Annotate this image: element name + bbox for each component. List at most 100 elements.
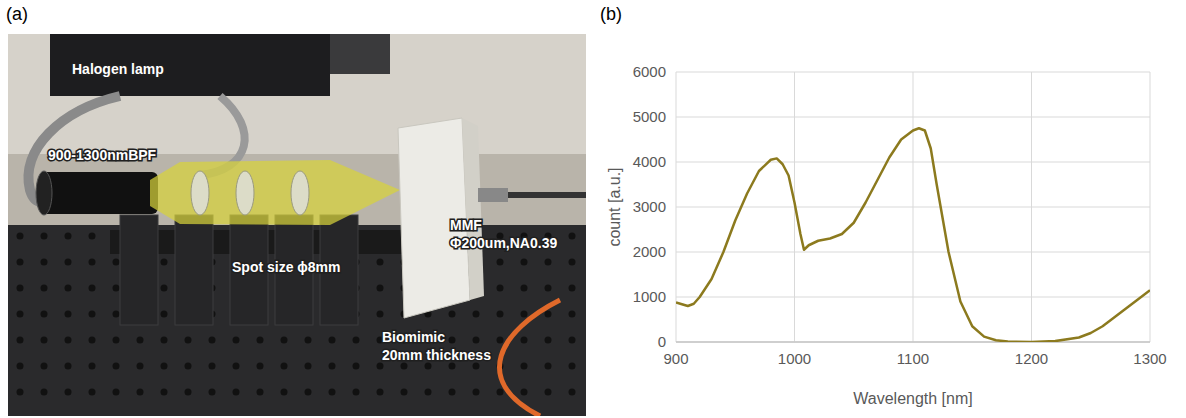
photo-label: 20mm thickness <box>382 347 491 363</box>
breadboard-hole <box>257 337 264 344</box>
breadboard-hole <box>425 389 432 396</box>
breadboard-hole <box>401 363 408 370</box>
breadboard-hole <box>161 389 168 396</box>
breadboard-hole <box>473 363 480 370</box>
breadboard-hole <box>473 389 480 396</box>
x-tick-label: 1200 <box>1015 350 1048 367</box>
plot-area <box>676 128 1150 342</box>
breadboard-hole <box>521 389 528 396</box>
x-axis-line <box>676 342 1150 343</box>
breadboard-hole <box>161 337 168 344</box>
breadboard-hole <box>545 389 552 396</box>
x-tick-label: 900 <box>663 350 688 367</box>
breadboard-hole <box>545 337 552 344</box>
panel-letter: (a) <box>6 4 28 24</box>
photo-label: MMF <box>450 217 482 233</box>
breadboard-hole <box>281 389 288 396</box>
photo-label: Spot size ϕ8mm <box>232 259 341 275</box>
breadboard-hole <box>113 285 120 292</box>
breadboard-hole <box>401 389 408 396</box>
breadboard-hole <box>89 233 96 240</box>
biomimic-side <box>462 118 484 300</box>
breadboard-hole <box>89 363 96 370</box>
breadboard-hole <box>113 259 120 266</box>
fiber <box>508 192 586 198</box>
breadboard-hole <box>65 337 72 344</box>
breadboard-hole <box>161 363 168 370</box>
breadboard-hole <box>353 363 360 370</box>
breadboard-hole <box>449 337 456 344</box>
y-tick-label: 4000 <box>633 153 666 170</box>
breadboard-hole <box>17 233 24 240</box>
breadboard-hole <box>569 363 576 370</box>
breadboard-hole <box>41 285 48 292</box>
breadboard-hole <box>497 337 504 344</box>
breadboard-hole <box>497 285 504 292</box>
breadboard-hole <box>329 389 336 396</box>
breadboard-hole <box>545 363 552 370</box>
breadboard-hole <box>161 259 168 266</box>
breadboard-hole <box>89 337 96 344</box>
y-tick-label: 0 <box>658 333 666 350</box>
breadboard-hole <box>329 363 336 370</box>
breadboard-hole <box>113 389 120 396</box>
fiber-connector <box>478 188 508 202</box>
breadboard-hole <box>185 337 192 344</box>
bpf-tube <box>40 172 158 214</box>
photo-label: Φ200um,NA0.39 <box>450 235 557 251</box>
breadboard-hole <box>161 311 168 318</box>
lens-mount <box>191 171 209 215</box>
photo-label: Halogen lamp <box>72 61 164 77</box>
breadboard-hole <box>353 389 360 396</box>
breadboard-hole <box>17 259 24 266</box>
breadboard-hole <box>473 311 480 318</box>
y-tick-label: 6000 <box>633 63 666 80</box>
lens-mount <box>236 171 254 215</box>
breadboard-hole <box>209 337 216 344</box>
breadboard-hole <box>473 337 480 344</box>
breadboard-hole <box>17 285 24 292</box>
x-grid-line <box>1031 72 1032 342</box>
breadboard-hole <box>377 285 384 292</box>
breadboard-hole <box>569 285 576 292</box>
breadboard-hole <box>209 363 216 370</box>
post-holder <box>120 215 158 325</box>
breadboard-hole <box>41 311 48 318</box>
breadboard-hole <box>521 285 528 292</box>
x-grid-line <box>913 72 914 342</box>
x-tick-label: 1000 <box>778 350 811 367</box>
breadboard-hole <box>185 363 192 370</box>
breadboard-hole <box>353 337 360 344</box>
breadboard-hole <box>545 311 552 318</box>
breadboard-hole <box>137 389 144 396</box>
breadboard-hole <box>41 389 48 396</box>
x-tick-label: 1100 <box>897 350 929 367</box>
breadboard-hole <box>569 233 576 240</box>
breadboard-hole <box>65 363 72 370</box>
desk-top <box>8 34 586 154</box>
breadboard-hole <box>41 233 48 240</box>
panel-letter: (b) <box>600 4 622 24</box>
breadboard-hole <box>17 389 24 396</box>
x-axis-title: Wavelength [nm] <box>853 390 972 407</box>
breadboard-hole <box>233 363 240 370</box>
breadboard-hole <box>137 363 144 370</box>
y-tick-label: 1000 <box>633 288 666 305</box>
x-tick-label: 1300 <box>1133 350 1166 367</box>
breadboard-hole <box>89 311 96 318</box>
breadboard-hole <box>89 389 96 396</box>
breadboard-hole <box>65 233 72 240</box>
breadboard-hole <box>569 389 576 396</box>
spectrum-line <box>676 128 1150 342</box>
breadboard-hole <box>305 389 312 396</box>
bpf-ring <box>36 171 52 215</box>
breadboard-hole <box>521 311 528 318</box>
breadboard-hole <box>89 285 96 292</box>
post-holder <box>175 215 213 325</box>
breadboard-hole <box>17 337 24 344</box>
breadboard-hole <box>545 259 552 266</box>
breadboard-hole <box>521 337 528 344</box>
breadboard-hole <box>233 389 240 396</box>
breadboard-hole <box>113 337 120 344</box>
breadboard-hole <box>449 311 456 318</box>
